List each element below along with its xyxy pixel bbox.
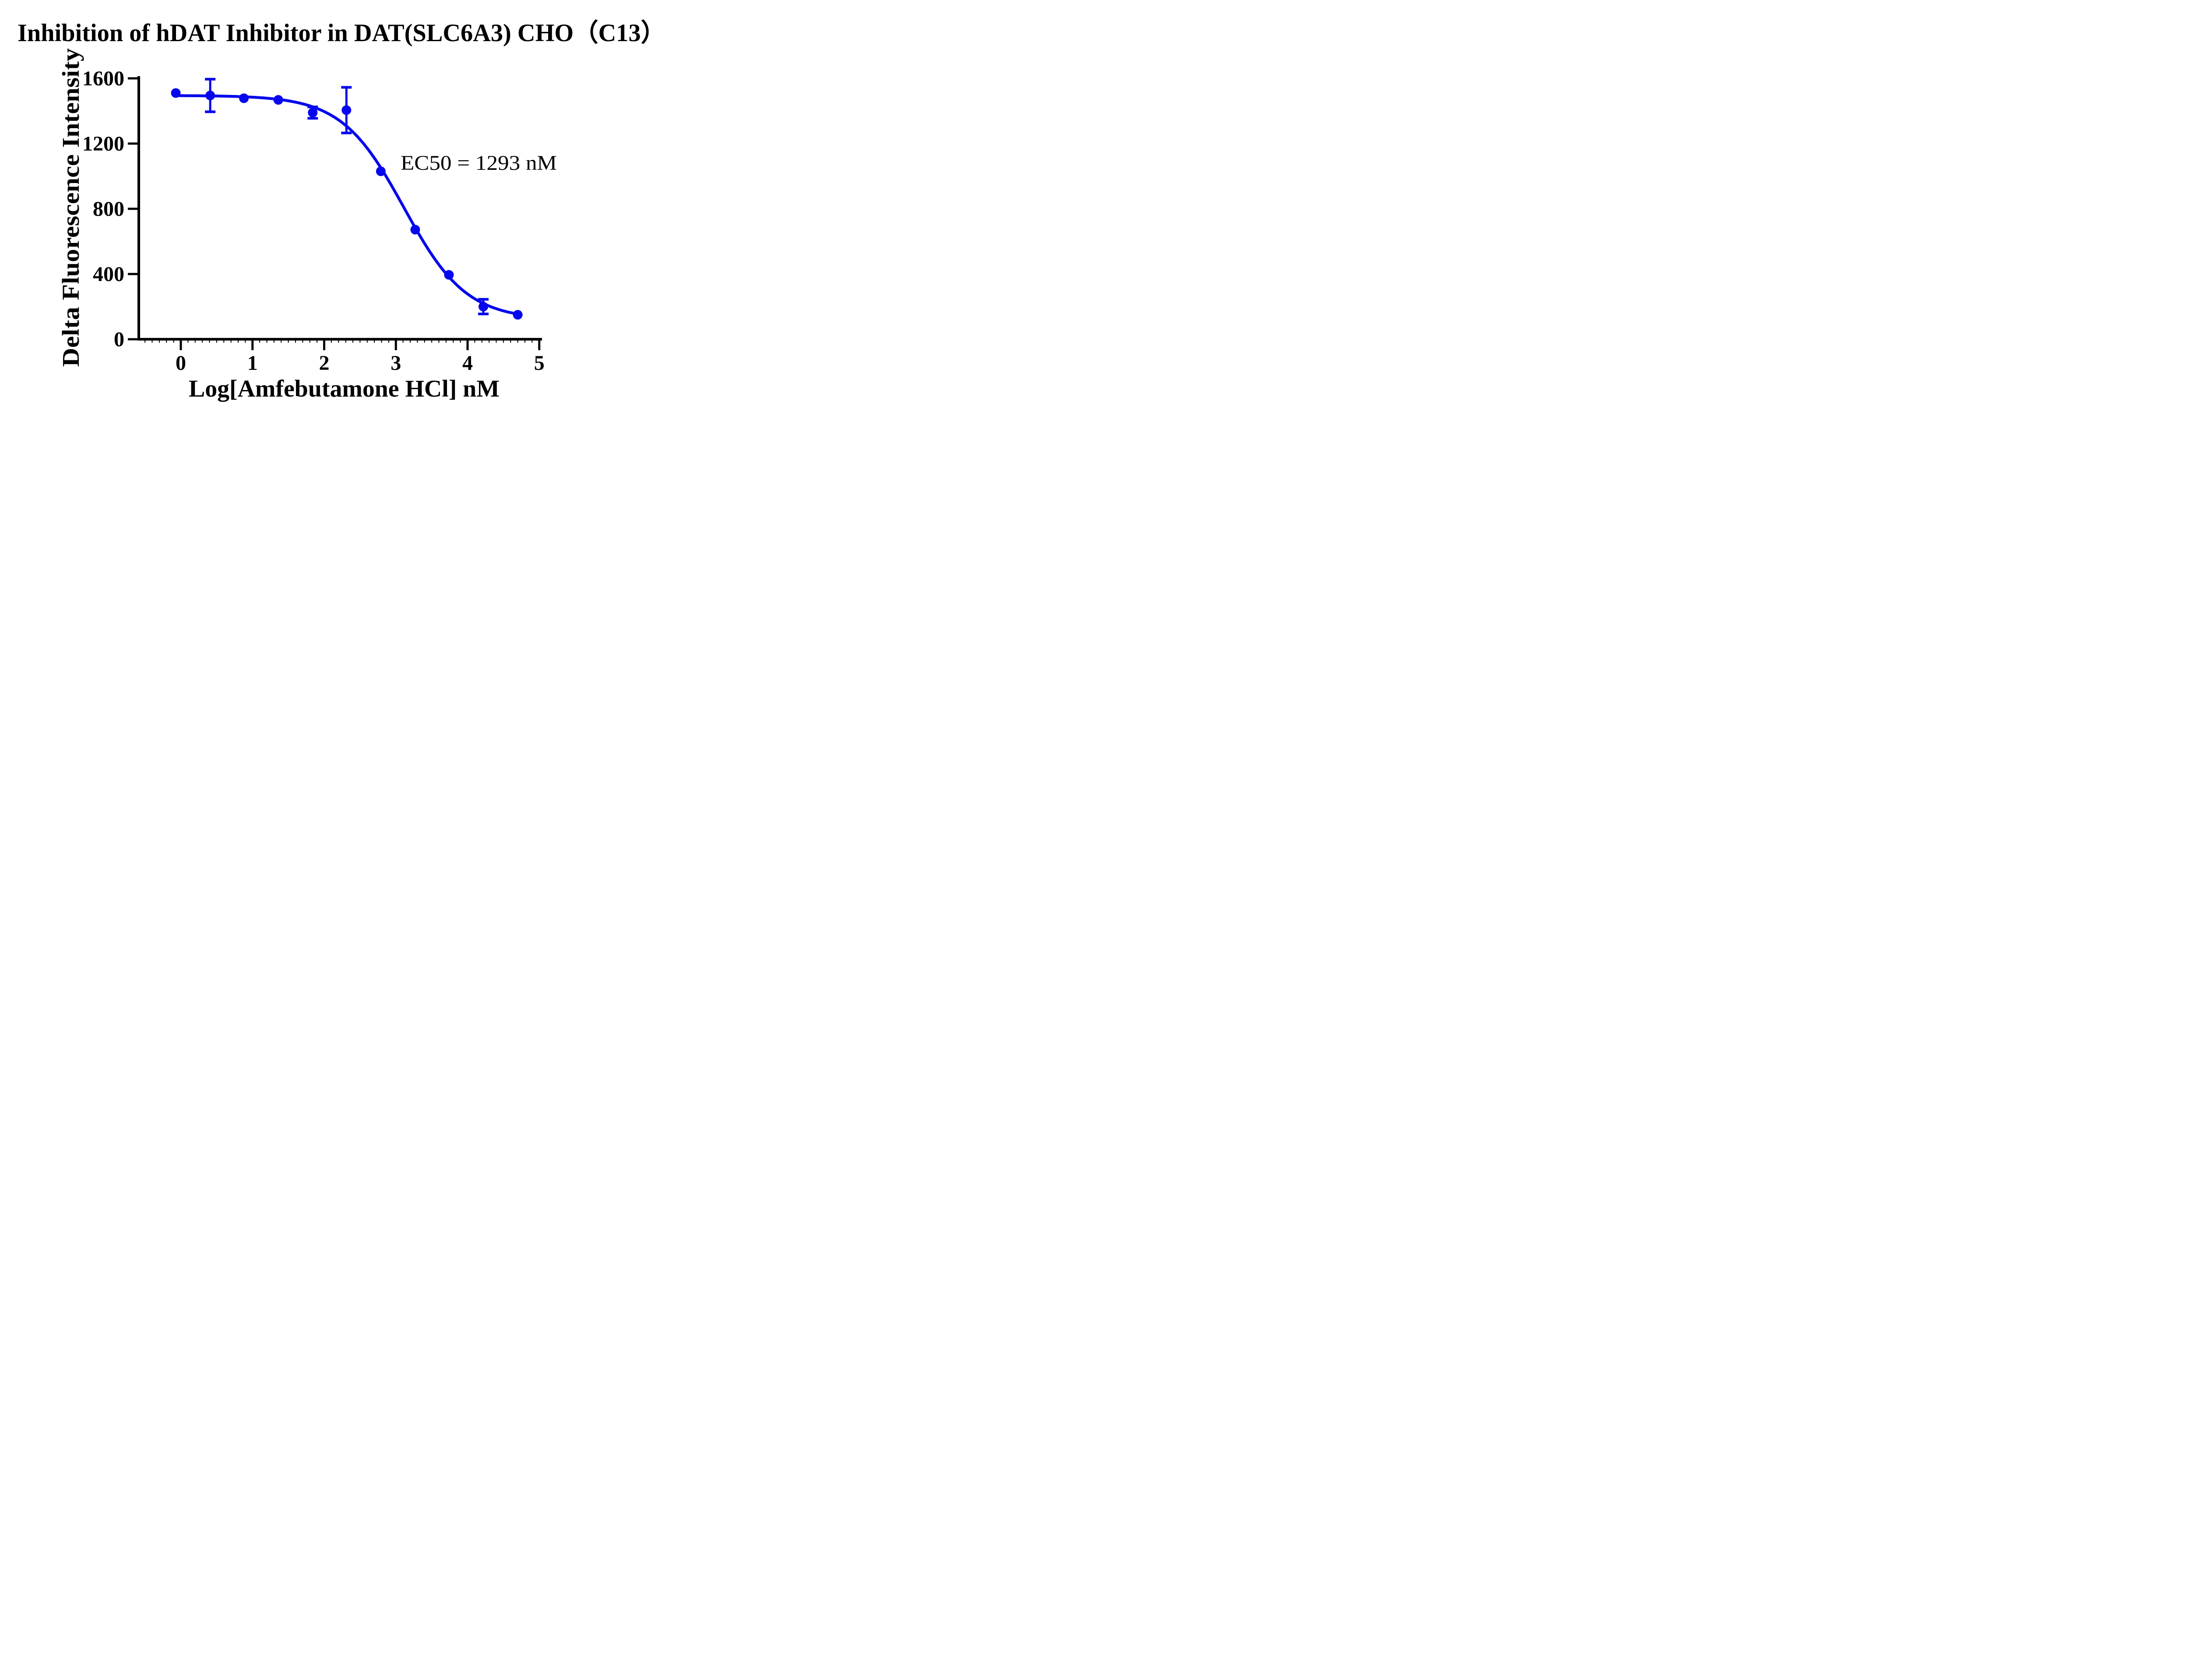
x-minor-tick: [295, 341, 296, 343]
y-axis-ticks: [128, 77, 137, 341]
x-axis-ticks: [144, 341, 541, 350]
x-minor-tick: [517, 341, 518, 343]
x-minor-tick: [524, 341, 525, 343]
x-minor-tick: [166, 341, 167, 343]
x-minor-tick: [173, 341, 174, 343]
x-minor-tick: [273, 341, 275, 343]
x-axis-tick-labels: 0 1 2 3 4 5: [176, 351, 545, 375]
x-minor-tick: [223, 341, 225, 343]
x-major-tick: [323, 341, 325, 350]
x-minor-tick: [230, 341, 232, 343]
x-minor-tick: [460, 341, 461, 343]
x-minor-tick: [402, 341, 404, 343]
x-axis-spine: [137, 338, 542, 341]
y-tick-label: 0: [114, 328, 124, 351]
x-minor-tick: [388, 341, 389, 343]
x-tick-label: 0: [176, 351, 186, 375]
chart-title: Inhibition of hDAT Inhibitor in DAT(SLC6…: [18, 19, 665, 47]
x-minor-tick: [302, 341, 303, 343]
x-minor-tick: [381, 341, 382, 343]
x-tick-label: 2: [319, 351, 330, 375]
x-minor-tick: [259, 341, 260, 343]
x-tick-label: 4: [462, 351, 473, 375]
x-tick-label: 3: [391, 351, 401, 375]
data-point-marker: [444, 270, 454, 280]
x-minor-tick: [474, 341, 475, 343]
data-point-marker: [205, 91, 215, 101]
x-minor-tick: [331, 341, 332, 343]
x-minor-tick: [374, 341, 375, 343]
x-minor-tick: [238, 341, 239, 343]
x-tick-label: 1: [247, 351, 258, 375]
x-minor-tick: [352, 341, 353, 343]
y-tick-label: 1200: [82, 132, 124, 155]
y-major-tick: [128, 77, 137, 80]
data-point-marker: [410, 225, 420, 235]
y-tick-label: 400: [93, 263, 124, 286]
x-minor-tick: [194, 341, 196, 343]
y-axis-spine: [137, 76, 140, 341]
x-minor-tick: [345, 341, 346, 343]
x-minor-tick: [359, 341, 361, 343]
x-minor-tick: [366, 341, 368, 343]
data-point-marker: [513, 310, 523, 320]
x-major-tick: [251, 341, 254, 350]
data-point-marker: [479, 302, 489, 312]
data-points-group: [171, 77, 523, 320]
x-minor-tick: [158, 341, 160, 343]
x-minor-tick: [202, 341, 203, 343]
x-major-tick: [394, 341, 397, 350]
data-point-marker: [376, 166, 386, 176]
data-point-marker: [239, 93, 249, 103]
y-tick-label: 800: [93, 197, 124, 221]
x-minor-tick: [503, 341, 504, 343]
x-minor-tick: [496, 341, 497, 343]
y-major-tick: [128, 273, 137, 275]
x-major-tick: [179, 341, 182, 350]
x-minor-tick: [510, 341, 511, 343]
x-minor-tick: [453, 341, 454, 343]
ec50-annotation: EC50 = 1293 nM: [401, 151, 557, 175]
x-minor-tick: [431, 341, 433, 343]
figure-canvas: Inhibition of hDAT Inhibitor in DAT(SLC6…: [0, 0, 681, 420]
x-minor-tick: [445, 341, 447, 343]
data-point-marker: [308, 108, 318, 118]
x-minor-tick: [209, 341, 210, 343]
x-tick-label: 5: [534, 351, 545, 375]
y-axis-tick-labels: 0 400 800 1200 1600: [82, 67, 124, 351]
x-minor-tick: [531, 341, 533, 343]
y-tick-label: 1600: [82, 67, 124, 90]
x-axis-label: Log[Amfebutamone HCl] nM: [189, 375, 500, 402]
x-minor-tick: [281, 341, 282, 343]
x-minor-tick: [288, 341, 289, 343]
y-axis-label: Delta Fluorescence Intensity: [57, 48, 84, 367]
x-minor-tick: [216, 341, 217, 343]
x-minor-tick: [187, 341, 189, 343]
y-major-tick: [128, 207, 137, 210]
x-minor-tick: [144, 341, 146, 343]
y-major-tick: [128, 338, 137, 341]
x-minor-tick: [338, 341, 339, 343]
x-minor-tick: [245, 341, 246, 343]
x-minor-tick: [151, 341, 153, 343]
x-major-tick: [466, 341, 469, 350]
x-minor-tick: [417, 341, 418, 343]
x-minor-tick: [424, 341, 425, 343]
data-point-marker: [341, 105, 352, 115]
dose-response-chart: Inhibition of hDAT Inhibitor in DAT(SLC6…: [18, 19, 665, 402]
data-point-marker: [171, 88, 181, 98]
data-point-marker: [273, 95, 283, 105]
x-major-tick: [538, 341, 541, 350]
y-major-tick: [128, 142, 137, 145]
x-minor-tick: [410, 341, 411, 343]
x-minor-tick: [438, 341, 440, 343]
